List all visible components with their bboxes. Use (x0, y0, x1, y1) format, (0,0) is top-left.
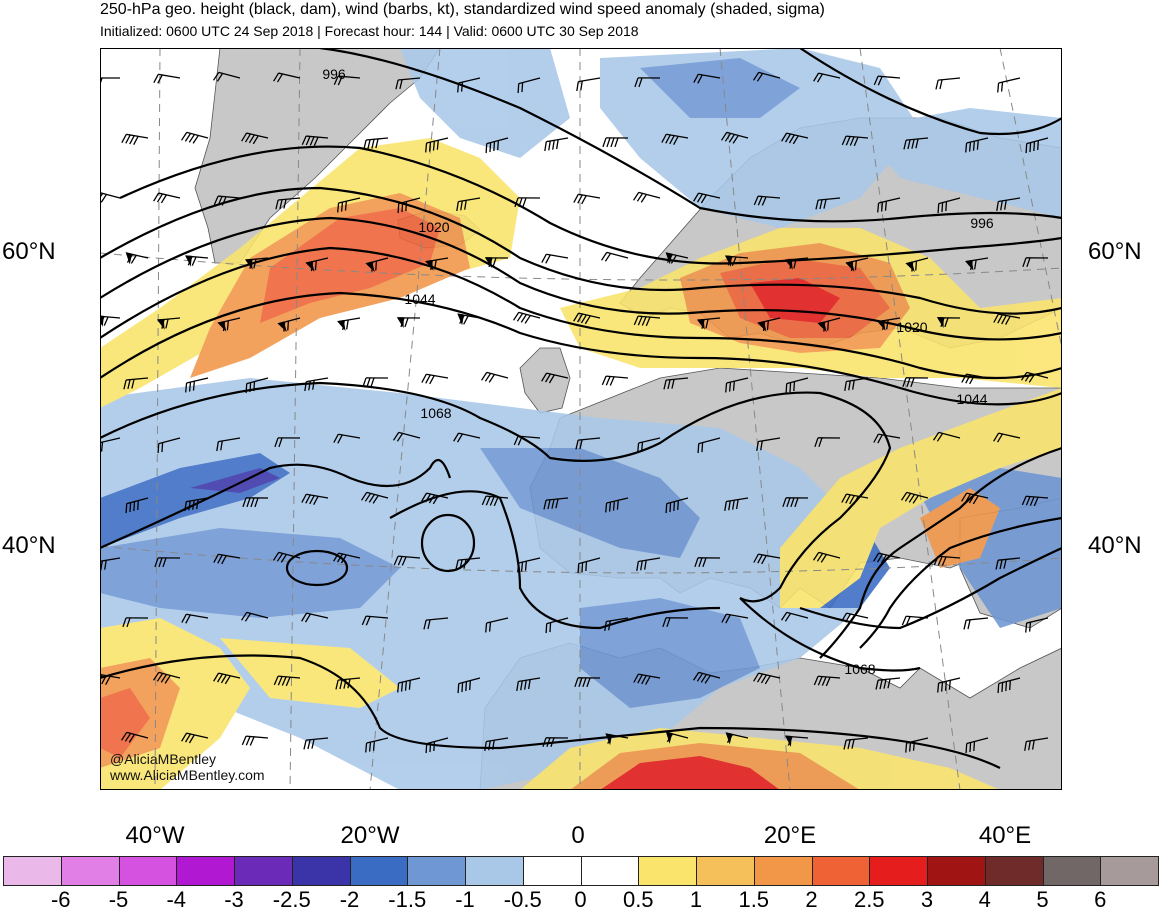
colorbar-swatch (581, 856, 640, 886)
colorbar-swatch (696, 856, 755, 886)
contour-label: 996 (322, 66, 346, 82)
colorbar-swatch (176, 856, 235, 886)
colorbar-swatch (407, 856, 466, 886)
colorbar-swatch (869, 856, 928, 886)
contour-label: 1044 (404, 291, 435, 307)
colorbar-swatch (1100, 856, 1159, 886)
colorbar-tick-label: -6 (51, 887, 71, 913)
map-subtitle: Initialized: 0600 UTC 24 Sep 2018 | Fore… (100, 23, 639, 39)
colorbar-tick-label: -1 (455, 887, 475, 913)
lon-label-20w: 20°W (341, 822, 400, 850)
colorbar-swatch (234, 856, 293, 886)
contour-label: 1020 (418, 219, 449, 235)
lon-label-40e: 40°E (979, 822, 1031, 850)
credit-website: www.AliciaMBentley.com (109, 767, 265, 783)
colorbar-tick-label: -2.5 (273, 887, 311, 913)
lon-label-0: 0 (571, 822, 584, 850)
lon-label-20e: 20°E (764, 822, 816, 850)
colorbar-tick-label: 3 (921, 887, 933, 913)
weather-map: 996 1020 1044 1068 996 1020 1044 1068 @A… (100, 48, 1062, 790)
lat-label-40n-right: 40°N (1088, 532, 1142, 560)
lat-label-60n-right: 60°N (1088, 238, 1142, 266)
colorbar-tick-label: 0.5 (623, 887, 654, 913)
colorbar-tick-label: 1 (690, 887, 702, 913)
colorbar-swatch (3, 856, 62, 886)
colorbar-swatch (812, 856, 871, 886)
colorbar-tick-label: 1.5 (738, 887, 769, 913)
colorbar-tick-label: 2 (805, 887, 817, 913)
colorbar-swatch (350, 856, 409, 886)
map-title: 250-hPa geo. height (black, dam), wind (… (100, 1, 825, 19)
colorbar-swatch (985, 856, 1044, 886)
contour-label: 996 (970, 215, 994, 231)
colorbar-tick-label: 0 (574, 887, 586, 913)
colorbar-tick-label: -4 (166, 887, 186, 913)
colorbar-tick-label: 4 (979, 887, 991, 913)
colorbar-swatch (61, 856, 120, 886)
contour-label: 1020 (896, 319, 927, 335)
colorbar-swatch (292, 856, 351, 886)
colorbar-swatch (523, 856, 582, 886)
lon-label-40w: 40°W (126, 822, 185, 850)
colorbar-tick-label: -2 (340, 887, 360, 913)
colorbar-swatch (638, 856, 697, 886)
credit-handle: @AliciaMBentley (110, 751, 216, 767)
colorbar-tick-label: -5 (109, 887, 129, 913)
colorbar-swatch (754, 856, 813, 886)
lat-label-60n-left: 60°N (2, 238, 56, 266)
colorbar-swatch (119, 856, 178, 886)
contour-label: 1068 (420, 405, 451, 421)
contour-label: 1068 (844, 661, 875, 677)
colorbar-tick-label: 5 (1036, 887, 1048, 913)
colorbar-tick-label: -1.5 (388, 887, 426, 913)
lat-label-40n-left: 40°N (2, 532, 56, 560)
colorbar-swatch (927, 856, 986, 886)
contour-label: 1044 (956, 391, 987, 407)
colorbar-swatch (1043, 856, 1102, 886)
colorbar-tick-label: -0.5 (504, 887, 542, 913)
colorbar-tick-label: 6 (1094, 887, 1106, 913)
colorbar-tick-label: -3 (224, 887, 244, 913)
colorbar-tick-label: 2.5 (854, 887, 885, 913)
colorbar-swatch (465, 856, 524, 886)
